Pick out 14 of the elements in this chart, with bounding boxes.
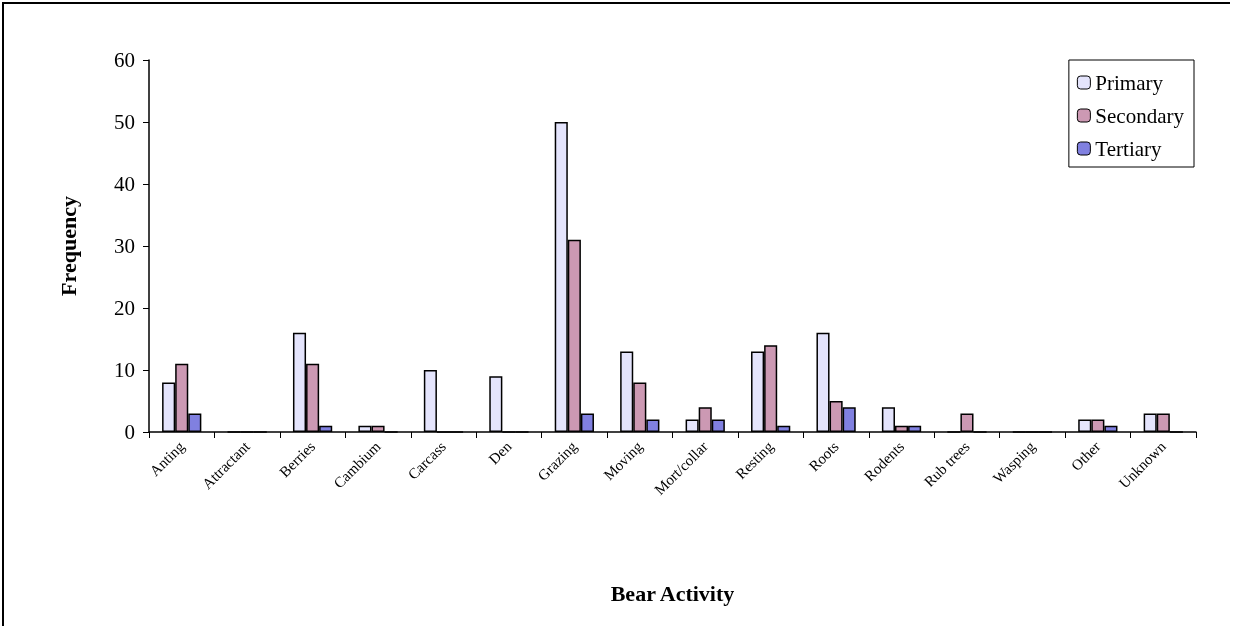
y-axis-title: Frequency <box>55 196 81 296</box>
x-tick-label: Den <box>485 437 515 468</box>
legend-label: Secondary <box>1095 103 1185 128</box>
y-tick-label: 60 <box>114 48 135 72</box>
legend-label: Primary <box>1095 70 1164 95</box>
y-tick-label: 10 <box>114 358 135 382</box>
y-tick-label: 20 <box>114 296 135 320</box>
legend-label: Tertiary <box>1095 136 1163 161</box>
x-tick-label: Rub trees <box>921 438 973 490</box>
y-tick-label: 30 <box>114 234 135 258</box>
y-tick-label: 0 <box>124 420 135 444</box>
x-axis-title: Bear Activity <box>610 580 735 606</box>
y-tick-label: 50 <box>114 110 135 134</box>
y-tick-label: 40 <box>114 172 135 196</box>
